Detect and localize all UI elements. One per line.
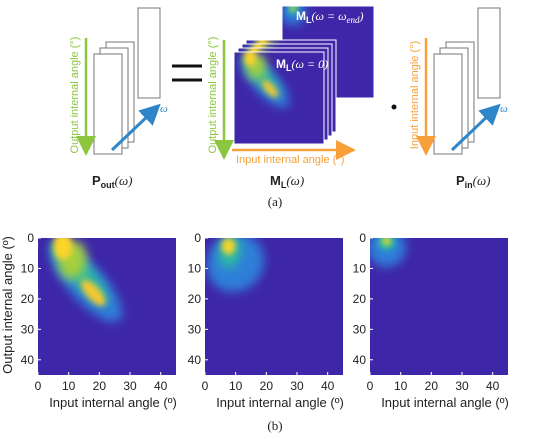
- matrix-label: ML(ω = 0): [276, 57, 328, 73]
- panel-a-label: (a): [268, 194, 282, 209]
- heatmap: [205, 238, 343, 375]
- x-tick-label: 30: [455, 379, 469, 393]
- y-tick-label: 10: [21, 261, 35, 275]
- y-tick-label: 40: [353, 353, 367, 367]
- heatmap: [370, 238, 508, 375]
- x-tick-label: 0: [202, 379, 209, 393]
- panel-b-label: (b): [267, 418, 282, 433]
- x-tick-label: 10: [62, 379, 76, 393]
- x-tick-label: 30: [290, 379, 304, 393]
- omega-label: ω: [500, 103, 508, 115]
- y-tick-label: 40: [21, 353, 35, 367]
- y-tick-label: 40: [188, 353, 202, 367]
- x-tick-label: 40: [154, 379, 168, 393]
- p-out-label: Pout(ω): [92, 173, 133, 190]
- y-axis-label: Output internal angle (º): [0, 236, 15, 374]
- x-tick-label: 30: [123, 379, 137, 393]
- x-tick-label: 0: [35, 379, 42, 393]
- heatmap-blob: [221, 238, 236, 255]
- x-tick-label: 20: [93, 379, 107, 393]
- matrix-label: ML(ω = ωend): [296, 9, 364, 25]
- p-out-stack: [93, 7, 161, 155]
- heatmap-blob: [81, 279, 106, 306]
- omega-arrow: [110, 103, 161, 152]
- x-axis-label: Input internal angle (º): [216, 395, 344, 410]
- dot-operator: [391, 104, 397, 110]
- y-tick-label: 20: [353, 292, 367, 306]
- heatmap: [38, 238, 176, 375]
- x-axis-label: Input internal angle (º): [381, 395, 509, 410]
- y-tick-label: 30: [21, 322, 35, 336]
- output-axis-label: Output internal angle (°): [207, 37, 219, 154]
- y-tick-label: 0: [194, 231, 201, 245]
- y-tick-label: 10: [188, 261, 202, 275]
- y-tick-label: 0: [359, 231, 366, 245]
- x-tick-label: 40: [486, 379, 500, 393]
- heatmap-blob: [53, 238, 73, 260]
- p-in-label: Pin(ω): [456, 173, 491, 190]
- m-l-stack: [233, 5, 375, 145]
- equals-sign: [172, 64, 202, 82]
- y-tick-label: 0: [27, 231, 34, 245]
- x-tick-label: 0: [367, 379, 374, 393]
- frame: [233, 51, 325, 145]
- heatmap-blob: [262, 80, 278, 98]
- omega-arrow: [450, 103, 501, 152]
- heatmap-blob: [290, 6, 296, 11]
- p-in-stack: [433, 7, 501, 155]
- x-tick-label: 10: [394, 379, 408, 393]
- output-axis-label: Output internal angle (°): [69, 37, 81, 154]
- m-l-label: ML(ω): [270, 173, 304, 190]
- input-axis-label: Input internal angle (°): [409, 41, 421, 149]
- heatmap-blob: [243, 52, 257, 67]
- heatmap: [234, 52, 324, 144]
- x-tick-label: 20: [425, 379, 439, 393]
- x-tick-label: 40: [321, 379, 335, 393]
- x-tick-label: 10: [229, 379, 243, 393]
- x-tick-label: 20: [260, 379, 274, 393]
- y-tick-label: 20: [21, 292, 35, 306]
- y-tick-label: 30: [353, 322, 367, 336]
- omega-label: ω: [160, 103, 168, 115]
- y-tick-label: 10: [353, 261, 367, 275]
- x-axis-label: Input internal angle (º): [49, 395, 177, 410]
- y-tick-label: 30: [188, 322, 202, 336]
- heatmap-blob: [382, 238, 391, 245]
- input-axis-label: Input internal angle (°): [236, 154, 344, 166]
- y-tick-label: 20: [188, 292, 202, 306]
